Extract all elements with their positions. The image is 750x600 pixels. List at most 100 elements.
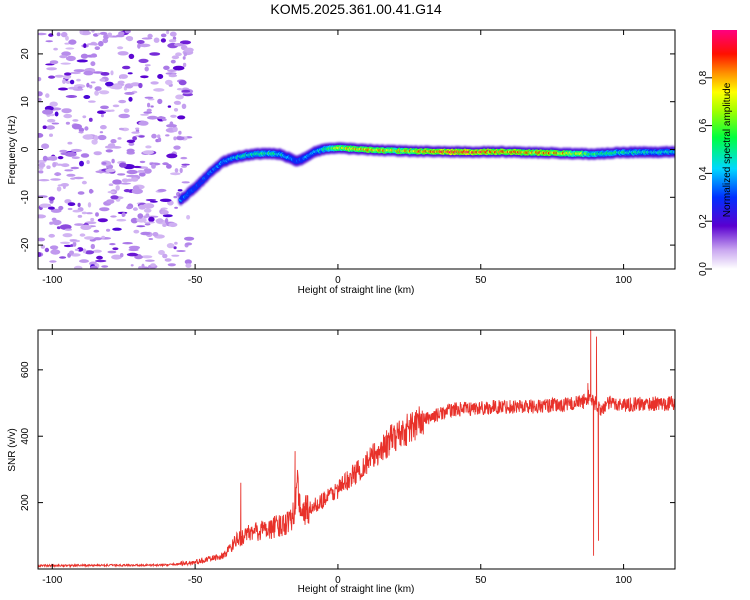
noise-speck	[97, 134, 107, 141]
noise-speck	[74, 223, 84, 226]
noise-speck	[61, 108, 72, 114]
noise-speck	[142, 203, 155, 209]
noise-speck	[119, 162, 127, 168]
noise-speck	[170, 172, 181, 176]
noise-speck	[79, 160, 84, 167]
noise-speck	[117, 51, 129, 56]
spectrogram-ridge	[178, 142, 675, 206]
noise-speck	[181, 181, 190, 184]
noise-speck	[143, 168, 152, 174]
noise-speck	[167, 69, 177, 72]
noise-speck	[56, 32, 61, 37]
noise-speck	[105, 81, 114, 87]
noise-speck	[49, 133, 53, 137]
ridge-core	[672, 150, 675, 154]
spectrogram-x-tick-label: 0	[335, 275, 341, 286]
noise-speck	[90, 243, 96, 250]
noise-speck	[182, 62, 187, 67]
noise-speck	[57, 156, 64, 160]
noise-speck	[48, 155, 58, 161]
noise-speck	[181, 163, 190, 166]
noise-speck	[63, 113, 72, 119]
spectrogram-y-tick-label: 10	[20, 96, 31, 108]
noise-speck	[175, 52, 182, 57]
noise-speck	[46, 125, 55, 130]
noise-speck	[77, 191, 85, 195]
noise-speck	[46, 165, 51, 169]
noise-speck	[50, 249, 61, 255]
noise-speck	[99, 207, 110, 212]
snr-x-tick-label: 0	[335, 575, 341, 586]
noise-speck	[158, 250, 165, 255]
noise-speck	[100, 72, 110, 76]
noise-speck	[94, 86, 102, 91]
colorbar-gradient	[712, 30, 737, 269]
noise-speck	[38, 214, 47, 219]
noise-speck	[101, 235, 106, 239]
noise-speck	[184, 259, 192, 265]
snr-y-tick-label: 600	[20, 361, 31, 378]
colorbar-tick-label: 0.2	[698, 214, 709, 228]
noise-speck	[105, 149, 114, 153]
noise-speck	[86, 43, 99, 46]
noise-speck	[110, 70, 114, 76]
noise-speck	[68, 39, 77, 45]
noise-speck	[82, 134, 94, 140]
noise-speck	[50, 178, 61, 181]
noise-speck	[38, 32, 47, 36]
noise-speck	[126, 178, 133, 182]
noise-speck	[147, 115, 159, 120]
noise-speck	[145, 199, 157, 201]
noise-speck	[97, 110, 106, 114]
noise-speck	[179, 40, 192, 45]
noise-speck	[65, 47, 75, 50]
noise-speck	[164, 218, 169, 224]
noise-speck	[112, 227, 122, 231]
noise-speck	[144, 66, 149, 72]
noise-speck	[162, 162, 169, 166]
noise-speck	[76, 59, 89, 63]
noise-speck	[90, 81, 96, 84]
noise-speck	[138, 58, 149, 64]
noise-speck	[94, 135, 99, 141]
noise-speck	[167, 263, 176, 267]
noise-speck	[82, 115, 87, 119]
noise-speck	[140, 231, 151, 236]
noise-speck	[174, 168, 179, 173]
noise-speck	[122, 242, 133, 245]
noise-speck	[171, 55, 180, 60]
noise-speck	[107, 143, 116, 148]
noise-speck	[172, 65, 185, 71]
noise-speck	[150, 81, 159, 85]
noise-speck	[177, 115, 186, 120]
noise-speck	[92, 71, 104, 74]
noise-speck	[136, 40, 145, 44]
noise-speck	[71, 156, 80, 159]
noise-speck	[102, 38, 109, 44]
noise-speck	[69, 79, 75, 85]
noise-speck	[65, 95, 78, 98]
spectrogram-y-tick-label: -10	[20, 190, 31, 205]
noise-speck	[157, 98, 163, 105]
noise-speck	[148, 238, 154, 240]
noise-speck	[79, 259, 89, 263]
colorbar-tick-label: 0.8	[698, 70, 709, 84]
noise-speck	[122, 65, 131, 70]
noise-speck	[52, 219, 62, 226]
noise-speck	[132, 165, 142, 169]
noise-speck	[123, 189, 131, 193]
noise-speck	[115, 185, 120, 191]
noise-speck	[103, 34, 109, 40]
noise-speck	[130, 82, 141, 87]
noise-speck	[128, 53, 135, 60]
noise-speck	[72, 123, 82, 130]
noise-speck	[181, 103, 187, 110]
noise-speck	[112, 104, 120, 108]
noise-speck	[42, 155, 48, 162]
figure-title: KOM5.2025.361.00.41.G14	[270, 1, 441, 17]
noise-speck	[88, 117, 93, 122]
noise-speck	[138, 135, 145, 138]
noise-speck	[176, 88, 183, 91]
noise-speck	[168, 222, 178, 228]
